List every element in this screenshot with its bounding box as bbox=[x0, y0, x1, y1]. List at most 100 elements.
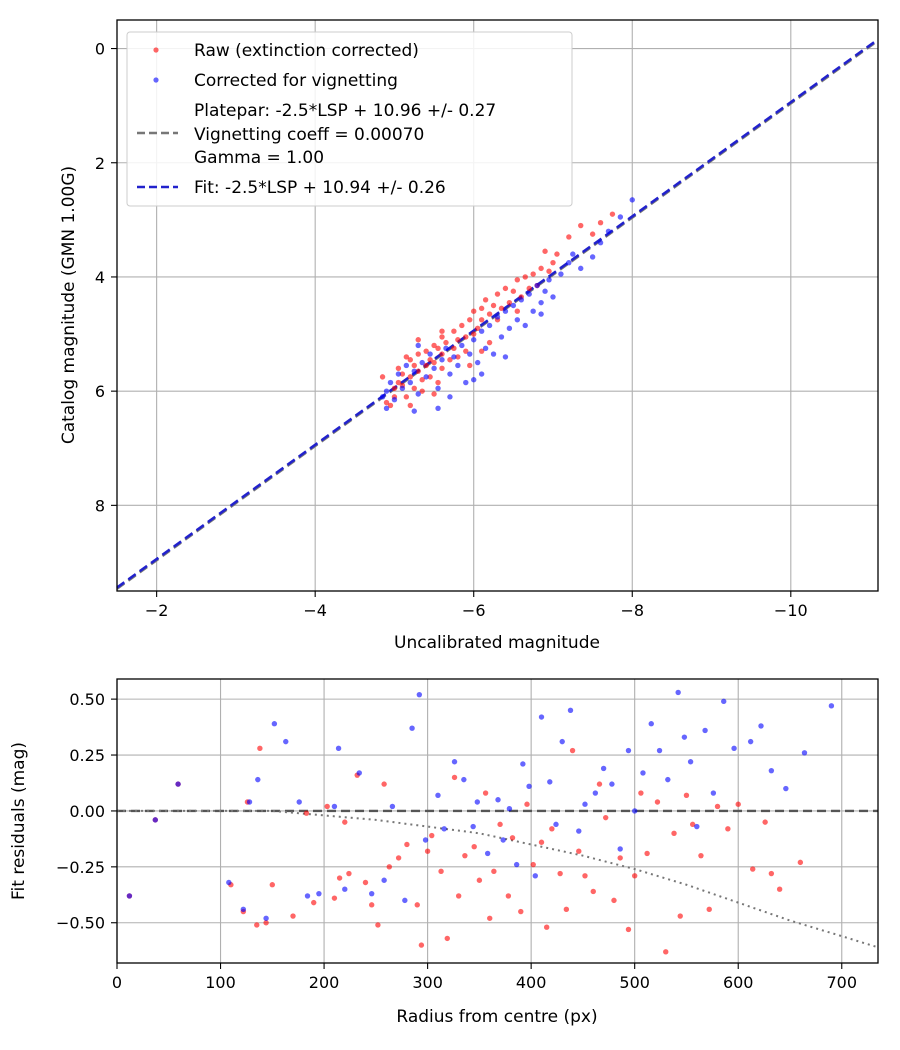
top-point-corrected bbox=[498, 334, 505, 340]
bottom-y-tick-label: −0.25 bbox=[56, 858, 105, 877]
bottom-point-corrected bbox=[304, 893, 311, 899]
bottom-point-corrected bbox=[474, 799, 481, 805]
bottom-point-raw bbox=[509, 835, 516, 841]
top-point-raw bbox=[478, 348, 485, 354]
bottom-point-raw bbox=[438, 868, 444, 875]
top-point-raw bbox=[403, 354, 410, 360]
bottom-point-corrected bbox=[609, 781, 615, 787]
bottom-point-corrected bbox=[126, 893, 133, 899]
top-point-raw bbox=[383, 399, 390, 406]
bottom-chart: 0 100 200 300 400 500 600 700 0.50 0.25 0.00 −0.25… bbox=[9, 678, 879, 1027]
bottom-point-raw bbox=[471, 844, 477, 850]
top-point-raw bbox=[538, 265, 544, 272]
top-point-corrected bbox=[423, 374, 429, 380]
bottom-point-raw bbox=[424, 848, 431, 854]
top-point-corrected bbox=[578, 265, 584, 272]
bottom-point-raw bbox=[538, 839, 545, 845]
top-point-raw bbox=[399, 371, 406, 377]
top-point-corrected bbox=[427, 351, 433, 357]
top-point-corrected bbox=[482, 345, 489, 352]
bottom-y-axis-label: Fit residuals (mag) bbox=[9, 742, 29, 900]
top-point-raw bbox=[407, 357, 414, 363]
top-x-tick-label: −10 bbox=[774, 601, 808, 620]
bottom-y-tick-label: 0.00 bbox=[69, 802, 105, 821]
top-point-corrected bbox=[435, 405, 441, 411]
top-point-corrected bbox=[534, 282, 540, 289]
bottom-point-corrected bbox=[731, 745, 737, 752]
top-point-raw bbox=[546, 268, 552, 274]
top-point-corrected bbox=[395, 371, 402, 377]
bottom-point-corrected bbox=[409, 725, 415, 731]
bottom-point-raw bbox=[611, 897, 617, 904]
top-point-raw bbox=[597, 220, 604, 226]
top-point-corrected bbox=[383, 388, 390, 394]
bottom-point-raw bbox=[303, 810, 310, 816]
bottom-point-raw bbox=[576, 848, 582, 854]
bottom-point-corrected bbox=[617, 846, 623, 852]
bottom-x-tick-label: 700 bbox=[826, 973, 857, 992]
bottom-point-corrected bbox=[495, 797, 501, 803]
top-point-raw bbox=[589, 231, 596, 237]
top-point-raw bbox=[478, 305, 485, 312]
top-point-raw bbox=[439, 328, 445, 334]
top-point-raw bbox=[451, 345, 457, 352]
bottom-point-corrected bbox=[451, 759, 458, 765]
top-point-corrected bbox=[546, 277, 552, 283]
top-point-corrected bbox=[399, 385, 406, 391]
top-y-tick-label: 6 bbox=[95, 382, 105, 401]
top-point-corrected bbox=[550, 294, 556, 300]
bottom-point-corrected bbox=[553, 821, 559, 828]
bottom-point-raw bbox=[476, 877, 483, 883]
top-point-corrected bbox=[459, 342, 465, 349]
top-point-corrected bbox=[558, 271, 564, 277]
top-point-raw bbox=[427, 374, 433, 380]
bottom-point-raw bbox=[625, 926, 632, 933]
top-point-raw bbox=[423, 362, 429, 369]
bottom-x-tick-label: 200 bbox=[309, 973, 340, 992]
bottom-point-corrected bbox=[331, 803, 338, 810]
bottom-point-raw bbox=[414, 902, 420, 908]
bottom-point-raw bbox=[342, 819, 348, 825]
bottom-point-corrected bbox=[694, 823, 700, 830]
top-point-raw bbox=[423, 348, 429, 354]
bottom-point-corrected bbox=[625, 747, 632, 754]
bottom-point-corrected bbox=[500, 837, 506, 843]
legend-marker-raw bbox=[153, 47, 159, 53]
bottom-point-corrected bbox=[631, 808, 638, 814]
top-point-raw bbox=[455, 354, 461, 360]
top-point-raw bbox=[530, 271, 536, 277]
bottom-point-corrected bbox=[356, 770, 362, 776]
bottom-point-corrected bbox=[441, 826, 447, 832]
top-x-tick-label: −4 bbox=[303, 601, 327, 620]
bottom-point-raw bbox=[683, 792, 690, 798]
top-y-tick-label: 4 bbox=[95, 268, 105, 287]
bottom-point-raw bbox=[418, 942, 425, 948]
bottom-point-raw bbox=[654, 799, 661, 805]
bottom-point-raw bbox=[631, 873, 638, 879]
bottom-point-corrected bbox=[369, 890, 375, 897]
bottom-point-corrected bbox=[461, 776, 467, 783]
top-point-corrected bbox=[435, 385, 441, 391]
bottom-reference-lines bbox=[117, 809, 879, 949]
top-point-corrected bbox=[589, 254, 596, 260]
bottom-point-raw bbox=[596, 781, 603, 787]
top-point-corrected bbox=[502, 354, 509, 360]
bottom-point-corrected bbox=[152, 817, 159, 823]
top-point-raw bbox=[482, 297, 489, 303]
bottom-point-corrected bbox=[389, 803, 396, 810]
bottom-point-raw bbox=[386, 864, 393, 870]
bottom-y-ticks: 0.50 0.25 0.00 −0.25 −0.50 bbox=[56, 690, 117, 933]
top-y-axis-label: Catalog magnitude (GMN 1.00G) bbox=[59, 166, 79, 444]
top-point-raw bbox=[395, 379, 402, 386]
bottom-point-corrected bbox=[175, 781, 181, 787]
top-y-ticks: 0 2 4 6 8 bbox=[95, 40, 117, 515]
top-point-raw bbox=[395, 365, 402, 372]
bottom-x-tick-label: 0 bbox=[112, 973, 122, 992]
top-chart: −2 −4 −6 −8 −10 0 2 4 6 8 Raw (extinction correc… bbox=[59, 19, 879, 653]
bottom-point-corrected bbox=[416, 691, 423, 698]
top-point-raw bbox=[427, 357, 433, 363]
legend-label-corrected: Corrected for vignetting bbox=[194, 71, 398, 91]
top-point-corrected bbox=[617, 214, 624, 220]
bottom-x-ticks: 0 100 200 300 400 500 600 700 bbox=[112, 963, 857, 992]
